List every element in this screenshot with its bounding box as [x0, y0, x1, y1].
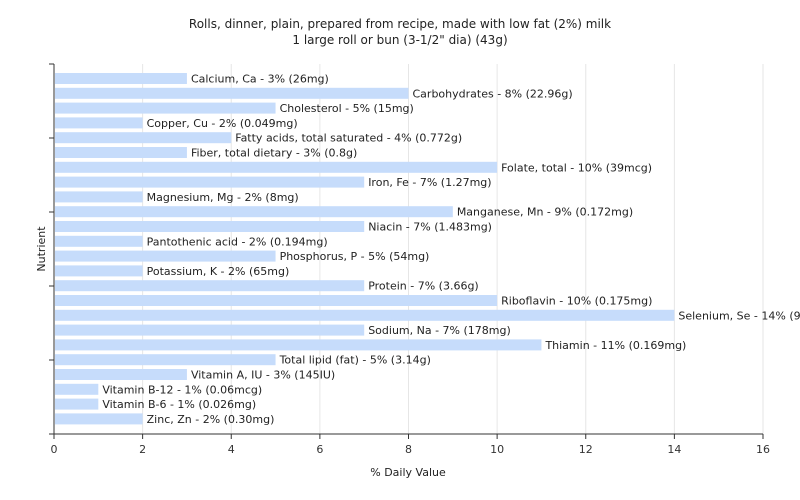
bar — [55, 398, 99, 410]
chart-title: Rolls, dinner, plain, prepared from reci… — [188, 17, 612, 31]
bar-label: Iron, Fe - 7% (1.27mg) — [368, 176, 491, 189]
bar-label: Folate, total - 10% (39mcg) — [501, 161, 652, 174]
x-tick-label: 0 — [51, 443, 58, 456]
bar — [55, 147, 187, 158]
bar-label: Protein - 7% (3.66g) — [368, 280, 479, 293]
bar — [55, 309, 675, 321]
bar-label: Vitamin B-12 - 1% (0.06mcg) — [102, 383, 262, 396]
bar-label: Niacin - 7% (1.483mg) — [368, 221, 492, 234]
bar — [55, 295, 498, 306]
x-tick-label: 8 — [405, 443, 412, 456]
bar-label: Sodium, Na - 7% (178mg) — [368, 324, 511, 337]
bars-group: Calcium, Ca - 3% (26mg) Carbohydrates - 8… — [55, 73, 800, 426]
bar — [55, 369, 187, 380]
x-tick-label: 12 — [579, 443, 593, 456]
bar — [55, 191, 143, 203]
bar-label: Cholesterol - 5% (15mg) — [280, 102, 414, 115]
bar-label: Fiber, total dietary - 3% (0.8g) — [191, 147, 357, 160]
bar-label: Potassium, K - 2% (65mg) — [147, 265, 290, 278]
bar — [55, 413, 143, 425]
bar-label: Vitamin A, IU - 3% (145IU) — [191, 369, 335, 382]
bar-label: Thiamin - 11% (0.169mg) — [544, 339, 686, 352]
bar — [55, 383, 99, 395]
chart-subtitle: 1 large roll or bun (3-1/2" dia) (43g) — [292, 33, 508, 47]
bar — [55, 117, 143, 129]
bar — [55, 176, 365, 188]
bar-label: Vitamin B-6 - 1% (0.026mg) — [102, 398, 256, 411]
bar-label: Zinc, Zn - 2% (0.30mg) — [147, 413, 275, 426]
bar — [55, 132, 232, 144]
x-ticks: 0 2 4 6 8 10 12 14 16 — [51, 434, 770, 456]
bar-label: Pantothenic acid - 2% (0.194mg) — [147, 235, 328, 248]
bar-label: Selenium, Se - 14% (9.8mcg) — [678, 309, 800, 322]
bar — [55, 250, 276, 262]
bar — [55, 161, 498, 173]
x-tick-label: 14 — [667, 443, 681, 456]
x-axis-label: % Daily Value — [370, 466, 446, 479]
bar — [55, 324, 365, 336]
bar-label: Carbohydrates - 8% (22.96g) — [413, 87, 573, 100]
bar-label: Manganese, Mn - 9% (0.172mg) — [457, 206, 633, 219]
bar-label: Total lipid (fat) - 5% (3.14g) — [279, 354, 431, 367]
bar — [55, 206, 453, 218]
bar-label: Magnesium, Mg - 2% (8mg) — [147, 191, 299, 204]
bar — [55, 265, 143, 277]
bar — [55, 221, 365, 232]
x-tick-label: 10 — [490, 443, 504, 456]
y-axis-label: Nutrient — [35, 226, 48, 272]
x-tick-label: 4 — [228, 443, 235, 456]
bar-label: Copper, Cu - 2% (0.049mg) — [147, 117, 298, 130]
bar — [55, 87, 409, 99]
bar — [55, 339, 542, 351]
x-tick-label: 6 — [316, 443, 323, 456]
bar-label: Fatty acids, total saturated - 4% (0.772… — [235, 132, 462, 145]
x-tick-label: 16 — [756, 443, 770, 456]
bar-label: Phosphorus, P - 5% (54mg) — [280, 250, 430, 263]
bar-label: Calcium, Ca - 3% (26mg) — [191, 73, 329, 86]
x-tick-label: 2 — [139, 443, 146, 456]
bar — [55, 235, 143, 247]
bar — [55, 280, 365, 292]
bar-label: Riboflavin - 10% (0.175mg) — [501, 295, 652, 308]
bar — [55, 102, 276, 114]
bar — [55, 73, 187, 84]
bar — [55, 354, 276, 366]
